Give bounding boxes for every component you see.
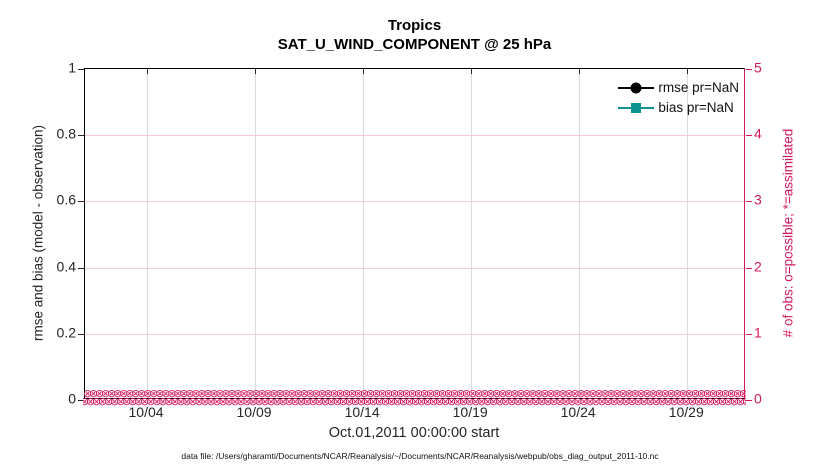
left-y-tick-label: 0.4: [56, 258, 76, 275]
legend-label: rmse pr=NaN: [658, 80, 739, 95]
x-axis-tick: [147, 69, 149, 74]
right-y-axis-tick: [746, 69, 752, 70]
left-y-axis-tick: [78, 69, 84, 70]
left-y-axis-label: rmse and bias (model - observation): [30, 124, 46, 342]
x-tick-label: 10/14: [344, 404, 380, 420]
x-axis-label: Oct.01,2011 00:00:00 start: [328, 425, 500, 441]
right-y-tick-label: 1: [754, 324, 762, 341]
vertical-gridline: [687, 69, 689, 398]
x-tick-label: 10/09: [236, 404, 272, 420]
left-y-axis-tick: [78, 333, 84, 335]
left-y-axis-tick: [78, 135, 84, 137]
x-axis-tick: [687, 69, 689, 74]
right-y-axis-tick: [746, 135, 752, 137]
left-y-axis-tick: [78, 267, 84, 269]
left-y-tick-label: 1: [68, 59, 76, 76]
chart-title: Tropics: [387, 17, 442, 34]
right-y-tick-label: 2: [754, 258, 762, 275]
legend-label: bias pr=NaN: [658, 100, 734, 115]
right-y-tick-label: 0: [754, 390, 762, 407]
left-y-tick-label: 0.6: [56, 192, 76, 209]
x-axis-tick: [471, 69, 473, 74]
vertical-gridline: [363, 69, 365, 398]
horizontal-gridline: [85, 135, 744, 137]
x-axis-tick: [255, 69, 257, 74]
circle-marker-icon: [630, 82, 642, 93]
left-y-tick-label: 0: [68, 390, 76, 407]
x-tick-label: 10/24: [560, 404, 596, 420]
legend-entry: bias pr=NaN: [618, 99, 739, 116]
right-y-tick-label: 3: [754, 192, 762, 209]
left-y-axis-tick: [78, 201, 84, 203]
horizontal-gridline: [85, 267, 744, 269]
right-y-axis-tick: [746, 267, 752, 269]
chart-subtitle: SAT_U_WIND_COMPONENT @ 25 hPa: [277, 36, 552, 53]
data-file-caption: data file: /Users/gharamti/Documents/NCA…: [181, 451, 659, 461]
chart-title-block: Tropics SAT_U_WIND_COMPONENT @ 25 hPa: [84, 16, 745, 55]
x-axis-tick: [363, 69, 365, 74]
vertical-gridline: [579, 69, 581, 398]
right-y-tick-label: 5: [754, 59, 762, 76]
vertical-gridline: [471, 69, 473, 398]
plot-area: ⊗⊗⊗⊗⊗⊗⊗⊗⊗⊗⊗⊗⊗⊗⊗⊗⊗⊗⊗⊗⊗⊗⊗⊗⊗⊗⊗⊗⊗⊗⊗⊗⊗⊗⊗⊗⊗⊗⊗⊗…: [78, 68, 752, 406]
right-y-axis-tick: [746, 333, 752, 335]
right-y-tick-label: 4: [754, 125, 762, 142]
right-y-axis-tick: [746, 201, 752, 203]
left-y-tick-label: 0.2: [56, 324, 76, 341]
horizontal-gridline: [85, 201, 744, 203]
obs-count-markers-band: ⊗⊗⊗⊗⊗⊗⊗⊗⊗⊗⊗⊗⊗⊗⊗⊗⊗⊗⊗⊗⊗⊗⊗⊗⊗⊗⊗⊗⊗⊗⊗⊗⊗⊗⊗⊗⊗⊗⊗⊗…: [83, 390, 746, 406]
vertical-gridline: [147, 69, 149, 398]
x-tick-label: 10/29: [668, 404, 704, 420]
legend-entry: rmse pr=NaN: [618, 79, 739, 96]
right-y-axis-tick: [746, 400, 752, 401]
vertical-gridline: [255, 69, 257, 398]
left-y-axis-tick: [78, 400, 84, 401]
horizontal-gridline: [85, 333, 744, 335]
x-tick-label: 10/19: [452, 404, 488, 420]
legend: rmse pr=NaN bias pr=NaN: [618, 79, 739, 116]
x-axis-tick: [579, 69, 581, 74]
obs-markers-row: ⊗⊗⊗⊗⊗⊗⊗⊗⊗⊗⊗⊗⊗⊗⊗⊗⊗⊗⊗⊗⊗⊗⊗⊗⊗⊗⊗⊗⊗⊗⊗⊗⊗⊗⊗⊗⊗⊗⊗⊗…: [83, 394, 746, 406]
left-y-tick-label: 0.8: [56, 125, 76, 142]
x-tick-label: 10/04: [128, 404, 164, 420]
square-marker-icon: [631, 102, 642, 113]
obs-markers-row: ⊗⊗⊗⊗⊗⊗⊗⊗⊗⊗⊗⊗⊗⊗⊗⊗⊗⊗⊗⊗⊗⊗⊗⊗⊗⊗⊗⊗⊗⊗⊗⊗⊗⊗⊗⊗⊗⊗⊗⊗…: [83, 390, 746, 400]
right-y-axis-label: # of obs: o=possible; *=assimilated: [780, 128, 796, 338]
